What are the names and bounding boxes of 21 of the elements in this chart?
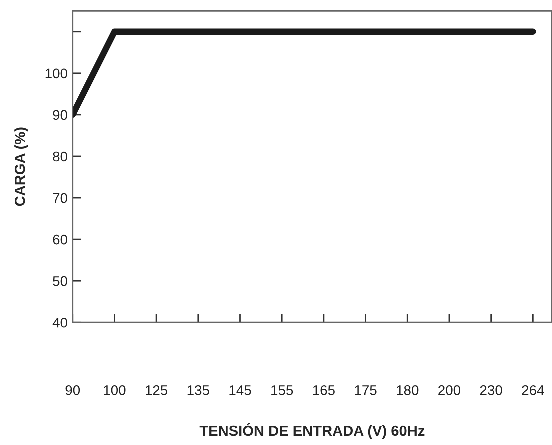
x-tick-label: 180 (397, 385, 419, 396)
x-tick-label: 90 (66, 385, 80, 396)
x-axis-title: TENSIÓN DE ENTRADA (V) 60Hz (200, 423, 425, 440)
x-tick-label: 125 (146, 385, 168, 396)
y-tick-label: 70 (53, 193, 68, 204)
x-tick-label: 135 (188, 385, 210, 396)
y-axis-title: CARGA (%) (14, 128, 28, 206)
y-tick-label: 50 (53, 276, 68, 286)
x-tick-label: 155 (272, 386, 294, 396)
x-tick-label: 230 (480, 385, 502, 396)
x-tick-label: 145 (230, 386, 252, 396)
x-tick-label: 200 (438, 385, 461, 396)
y-tick-label: 90 (53, 110, 68, 120)
y-tick-label: 80 (53, 152, 68, 162)
y-tick-label: 60 (53, 234, 68, 245)
x-tick-label: 264 (522, 385, 544, 396)
x-tick-label: 165 (313, 385, 335, 396)
x-tick-label: 100 (104, 385, 126, 396)
y-tick-label: 100 (46, 68, 68, 79)
y-tick-label: 40 (52, 318, 68, 328)
x-tick-label: 175 (355, 386, 377, 396)
